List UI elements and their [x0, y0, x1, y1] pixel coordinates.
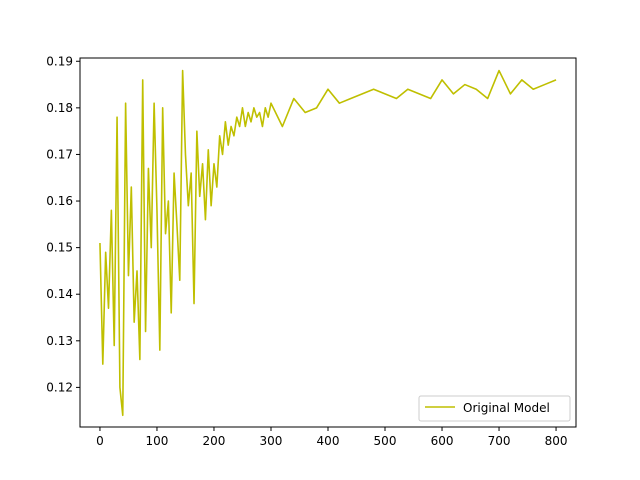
y-tick-label: 0.13: [46, 334, 73, 348]
y-tick-label: 0.15: [46, 241, 73, 255]
x-tick-label: 0: [96, 434, 104, 448]
x-tick-label: 800: [545, 434, 568, 448]
legend-box: [418, 395, 571, 422]
x-tick-label: 200: [203, 434, 226, 448]
y-tick-label: 0.19: [46, 54, 73, 68]
series-layer: [99, 69, 557, 417]
x-tick-label: 700: [488, 434, 511, 448]
x-tick-label: 600: [431, 434, 454, 448]
y-tick-label: 0.17: [46, 147, 73, 161]
y-tick-label: 0.18: [46, 101, 73, 115]
y-tick-label: 0.12: [46, 380, 73, 394]
x-tick-label: 100: [146, 434, 169, 448]
x-tick-label: 300: [260, 434, 283, 448]
legend: Original Model: [418, 395, 571, 422]
x-axis: 0 100 200 300 400 500 600 700 800: [96, 427, 567, 448]
y-tick-label: 0.14: [46, 287, 73, 301]
y-axis: 0.12 0.13 0.14 0.15 0.16 0.17 0.18 0.19: [46, 54, 80, 394]
x-tick-label: 500: [374, 434, 397, 448]
series-line-0: [99, 69, 557, 417]
x-tick-label: 400: [317, 434, 340, 448]
y-tick-label: 0.16: [46, 194, 73, 208]
legend-label: Original Model: [463, 401, 550, 415]
